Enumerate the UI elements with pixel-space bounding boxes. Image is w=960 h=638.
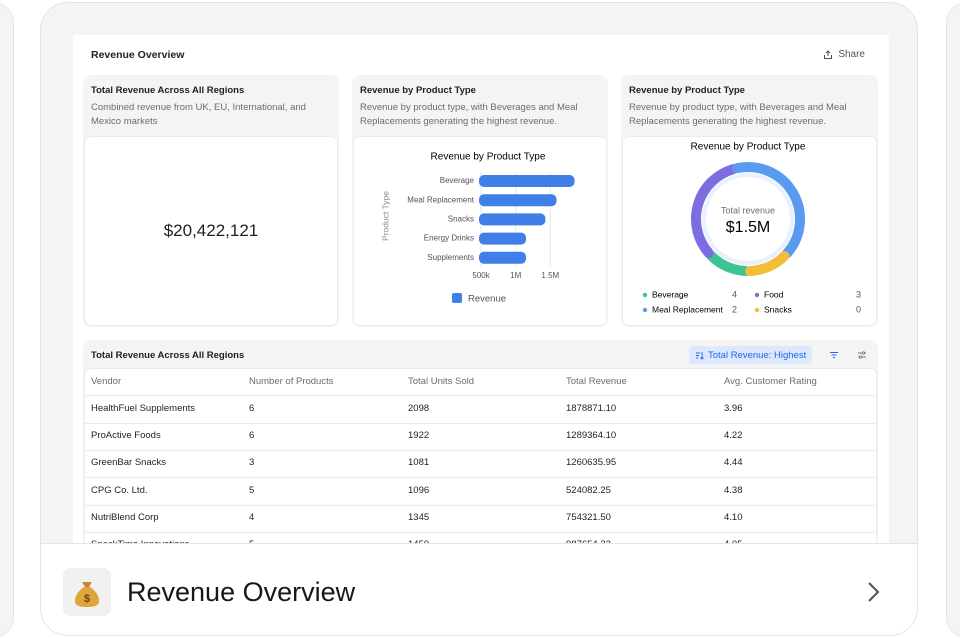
card-description: Revenue by product type, with Beverages … [360,102,578,127]
row-divider [85,477,876,479]
table-cell: 5 [249,484,255,496]
card-description: Combined revenue from UK, EU, Internatio… [91,102,306,127]
table-cell: 3 [249,457,255,469]
sort-label: Total Revenue: Highest [708,349,807,361]
table-cell: 4.22 [724,430,743,442]
svg-text:$: $ [84,593,90,605]
summary-value: $20,422,121 [85,137,337,325]
share-label: Share [838,49,865,60]
share-icon [824,49,833,59]
dashboard: Revenue Overview Share Total Revenue Acr… [73,35,889,555]
table-cell: ProActive Foods [91,430,161,442]
summary-card: Total Revenue Across All Regions Combine… [83,75,339,327]
filter-icon[interactable] [829,350,839,360]
column-header: Vendor [91,376,122,387]
prev-card[interactable] [0,2,14,638]
chevron[interactable] [863,580,883,604]
card-title: Total Revenue Across All Regions [91,85,245,96]
dashboard-title: Revenue Overview [91,49,185,61]
table-cell: CPG Co. Ltd. [91,484,148,496]
footer-title: Revenue Overview [127,577,356,607]
table-cell: 754321.50 [566,511,611,523]
row-divider [85,423,876,424]
table-cell: 2098 [408,403,430,414]
table-cell: 1081 [408,457,430,469]
settings-icon[interactable] [857,350,867,360]
sort-icon [696,351,704,360]
card-title: Revenue by Product Type [360,85,476,96]
table-cell: 6 [249,430,255,442]
table-title: Total Revenue Across All Regions [91,350,245,361]
table-cell: 4.44 [724,457,743,469]
table-cell: NutriBlend Corp [91,511,159,523]
row-divider [85,531,876,533]
table-cell: 4 [249,511,255,523]
card-title: Revenue by Product Type [629,85,745,96]
footer: $ Revenue Overview [41,543,917,635]
table-cell: HealthFuel Supplements [91,403,196,414]
icon-box: $ [63,568,111,616]
row-divider [85,450,876,452]
table: Vendor Number of Products Total Units Sold… [85,369,876,555]
table-cell: 1260635.95 [566,457,617,469]
column-header: Number of Products [249,376,334,387]
share-button[interactable]: Share [823,49,865,60]
table-cell: 1878871.10 [566,403,617,414]
table-cell: 524082.25 [566,484,611,496]
column-header: Avg. Customer Rating [724,376,817,387]
table-cell: 1289364.10 [566,430,617,442]
money-bag-icon: $ [75,582,99,607]
table-card: Total Revenue Across All Regions Total R… [83,340,878,555]
sort-chip[interactable]: Total Revenue: Highest [689,346,813,364]
table-cell: GreenBar Snacks [91,457,166,469]
table-cell: 6 [249,403,255,414]
table-cell: 1922 [408,430,430,442]
row-divider [85,504,876,506]
row-divider [85,395,876,396]
table-cell: 4.38 [724,484,743,496]
chart-area [623,137,876,325]
next-card[interactable] [946,2,960,638]
table-cell: 1096 [408,484,430,496]
card-description: Revenue by product type, with Beverages … [629,102,847,127]
table-cell: 3.96 [724,403,743,414]
chart-area [354,137,606,325]
table-cell: 4.10 [724,511,743,523]
bar-card: Revenue by Product Type Revenue by produ… [352,75,608,327]
donut-card: Revenue by Product Type Revenue by produ… [621,75,878,327]
table-cell: 1345 [408,511,430,523]
preview-card[interactable]: Revenue Overview Share Total Revenue Acr… [40,2,918,636]
column-header: Total Revenue [566,376,627,387]
column-header: Total Units Sold [408,376,475,387]
